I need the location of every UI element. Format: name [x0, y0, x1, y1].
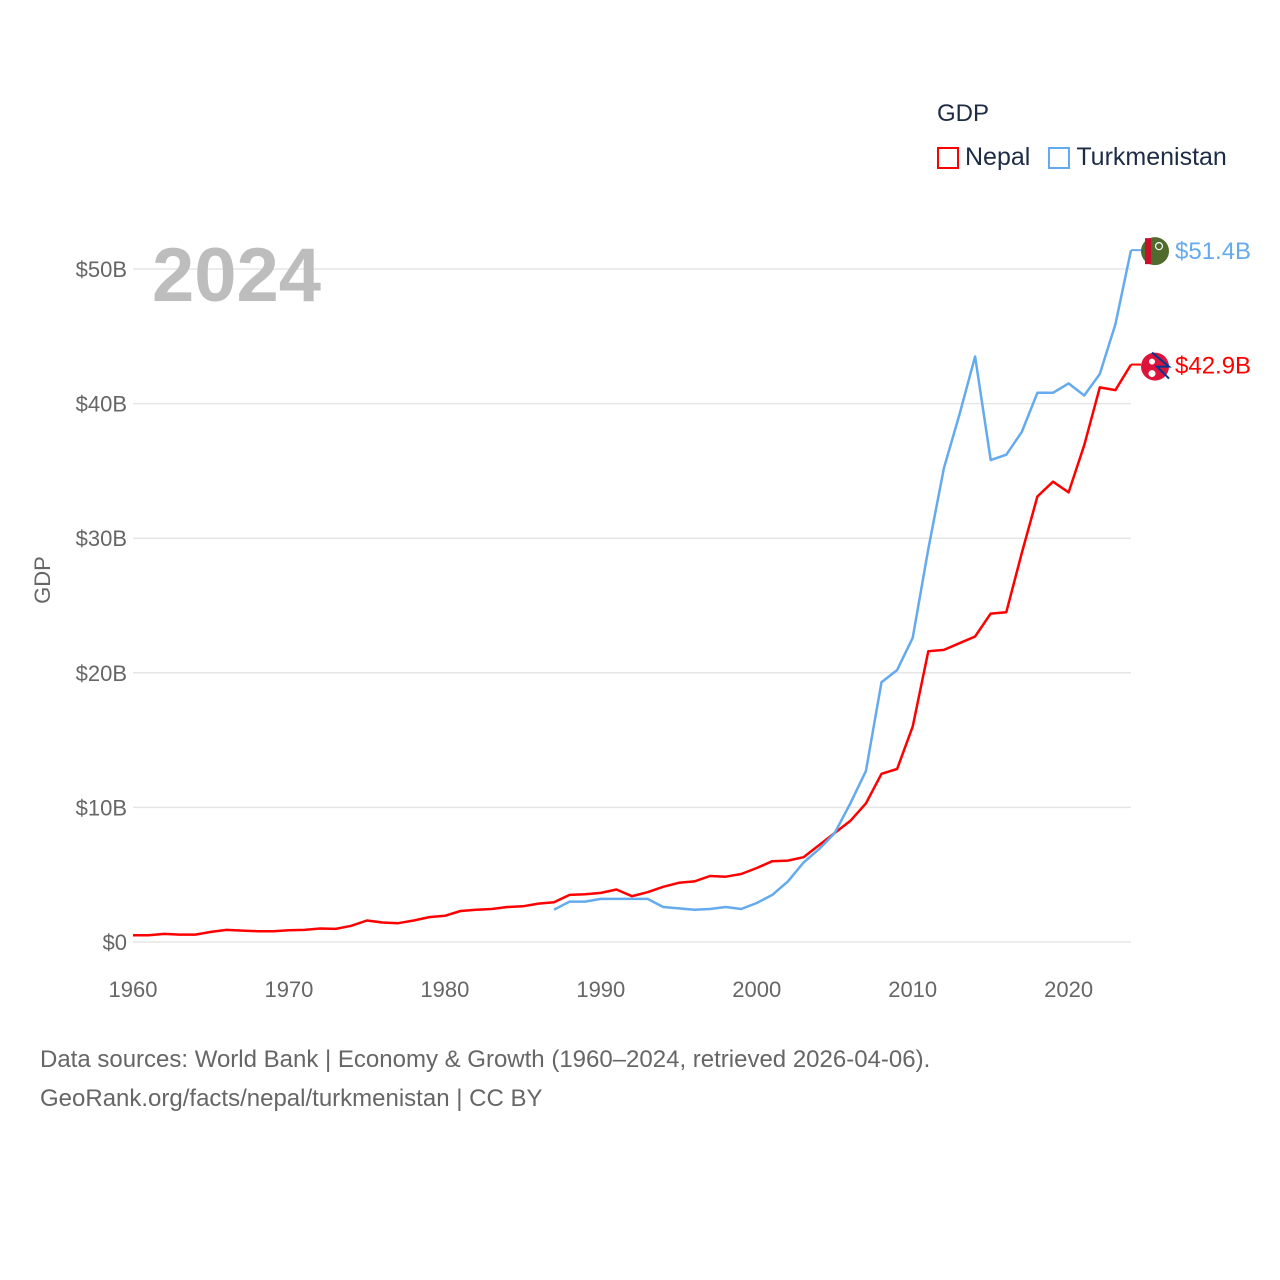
x-tick-label: 2000 [732, 977, 781, 1002]
y-tick-label: $20B [76, 661, 127, 686]
legend-item-nepal[interactable]: Nepal [937, 143, 1030, 172]
y-tick-label: $40B [76, 392, 127, 417]
legend: Nepal Turkmenistan [937, 143, 1227, 172]
legend-swatch-turkmenistan [1048, 146, 1071, 169]
x-tick-label: 1990 [576, 977, 625, 1002]
y-tick-label: $30B [76, 526, 127, 551]
end-label-turkmenistan: $51.4B [1175, 238, 1251, 265]
y-tick-label: $0 [103, 930, 127, 955]
legend-title: GDP [937, 100, 990, 127]
y-axis-label: GDP [30, 556, 55, 604]
turkmenistan-flag-stripe [1145, 238, 1151, 265]
series-line-turkmenistan [553, 249, 1133, 911]
x-tick-label: 1980 [420, 977, 469, 1002]
turkmenistan-flag-crescent [1154, 242, 1164, 251]
y-tick-label: $50B [76, 257, 127, 282]
footer-sources: Data sources: World Bank | Economy & Gro… [40, 1046, 931, 1073]
x-tick-label: 1970 [264, 977, 313, 1002]
legend-label-turkmenistan: Turkmenistan [1076, 143, 1227, 171]
x-tick-label: 2020 [1044, 977, 1093, 1002]
footer-link[interactable]: GeoRank.org/facts/nepal/turkmenistan | C… [40, 1085, 543, 1112]
x-tick-label: 1960 [109, 977, 158, 1002]
y-tick-label: $10B [76, 795, 127, 820]
x-tick-label: 2010 [888, 977, 937, 1002]
nepal-flag-border [1151, 351, 1172, 380]
legend-label-nepal: Nepal [965, 143, 1031, 171]
legend-item-turkmenistan[interactable]: Turkmenistan [1048, 143, 1227, 172]
year-watermark: 2024 [152, 233, 321, 318]
nepal-flag-moon [1149, 358, 1155, 365]
series-line-nepal [133, 363, 1133, 937]
end-label-nepal: $42.9B [1175, 353, 1251, 380]
nepal-flag-sun [1148, 370, 1156, 378]
legend-swatch-nepal [937, 146, 959, 169]
